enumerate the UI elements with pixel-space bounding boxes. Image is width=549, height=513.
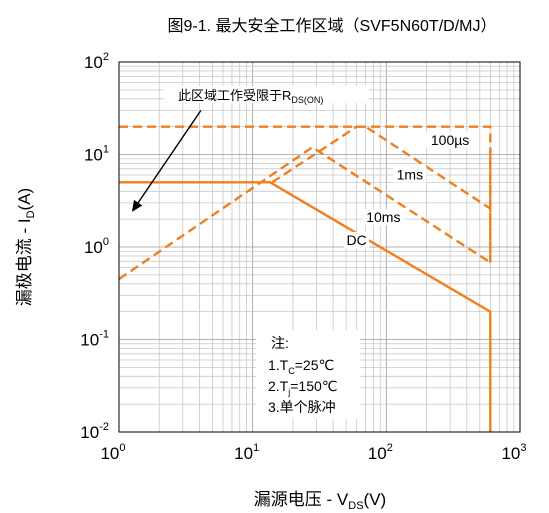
series-line-100s: [119, 125, 492, 263]
series-label: 10ms: [366, 209, 400, 225]
notes-line-1: 1.TC=25℃: [268, 357, 334, 376]
y-tick-label: 100: [84, 236, 109, 257]
x-axis-label: 漏源电压 - VDS(V): [254, 490, 386, 512]
series-label-bg: [362, 209, 405, 226]
series-label-bg: [424, 131, 476, 148]
x-tick-label: 102: [368, 442, 393, 463]
annotation-arrow: [137, 109, 202, 204]
y-axis-label: 漏极电流 - ID(A): [15, 188, 37, 306]
rdson-annotation: 此区域工作受限于RDS(ON): [131, 86, 369, 212]
y-tick-label: 102: [84, 51, 109, 72]
series-label: 100µs: [431, 132, 469, 148]
chart-title: 图9-1. 最大安全工作区域（SVF5N60T/D/MJ）: [168, 17, 497, 35]
y-tick-label: 10-1: [80, 329, 109, 350]
x-tick-label: 103: [501, 442, 526, 463]
x-tick-label: 101: [234, 442, 259, 463]
x-tick-label: 100: [100, 442, 125, 463]
plot-frame: [118, 61, 521, 433]
y-tick-label: 101: [84, 144, 109, 165]
notes-background: [256, 330, 360, 419]
series-labels: 100µs 1ms 10ms DC: [344, 131, 476, 248]
y-tick-label: 10-2: [80, 421, 109, 442]
notes-line-2: 2.Tj=150℃: [268, 378, 338, 397]
series-label-bg: [344, 231, 370, 248]
series-label: 1ms: [397, 167, 423, 183]
annotation-arrowhead: [131, 199, 143, 212]
notes-box: 注: 1.TC=25℃ 2.Tj=150℃ 3.单个脉冲: [256, 330, 360, 419]
notes-title: 注:: [271, 335, 289, 351]
series-line-DC: [119, 181, 492, 432]
tick-labels: 100 101 102 103 102 101 100 10-1 10-2: [80, 51, 526, 463]
series-label-bg: [393, 166, 427, 183]
annotation-text: 此区域工作受限于RDS(ON): [178, 88, 323, 105]
notes-line-3: 3.单个脉冲: [268, 399, 336, 415]
series-group: [118, 125, 492, 432]
series-label: DC: [347, 232, 367, 248]
annotation-box: [164, 86, 369, 103]
series-line-10ms: [118, 145, 491, 281]
